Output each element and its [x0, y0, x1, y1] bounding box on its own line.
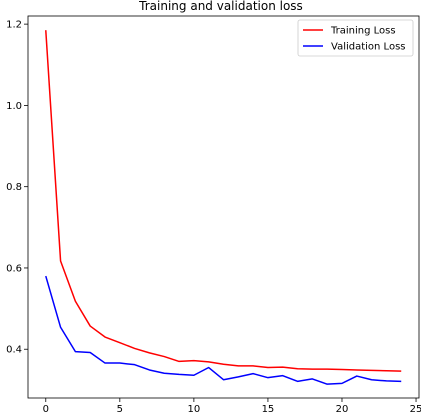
- training-loss-line: [45, 30, 402, 372]
- chart-title: Training and validation loss: [138, 0, 303, 13]
- y-tick-label: 0.6: [6, 263, 22, 274]
- x-tick-label: 0: [43, 404, 49, 415]
- y-tick-label: 0.8: [6, 182, 22, 193]
- legend: Training Loss Validation Loss: [297, 19, 414, 57]
- series-lines: [45, 30, 402, 385]
- legend-label: Validation Loss: [331, 42, 406, 53]
- axes: 0 5 10 15 20 25 0.4 0.6 0.8 1.0 1.2: [6, 20, 421, 415]
- x-tick-label: 5: [117, 404, 123, 415]
- plot-area: [27, 15, 420, 399]
- x-tick-label: 20: [336, 404, 349, 415]
- x-tick-label: 10: [188, 404, 201, 415]
- y-tick-label: 0.4: [6, 345, 22, 356]
- x-tick-label: 15: [262, 404, 275, 415]
- x-tick-label: 25: [410, 404, 421, 415]
- legend-label: Training Loss: [330, 26, 396, 37]
- validation-loss-line: [45, 275, 402, 385]
- y-tick-label: 1.2: [6, 20, 22, 31]
- legend-box: [297, 19, 414, 57]
- y-tick-label: 1.0: [6, 101, 22, 112]
